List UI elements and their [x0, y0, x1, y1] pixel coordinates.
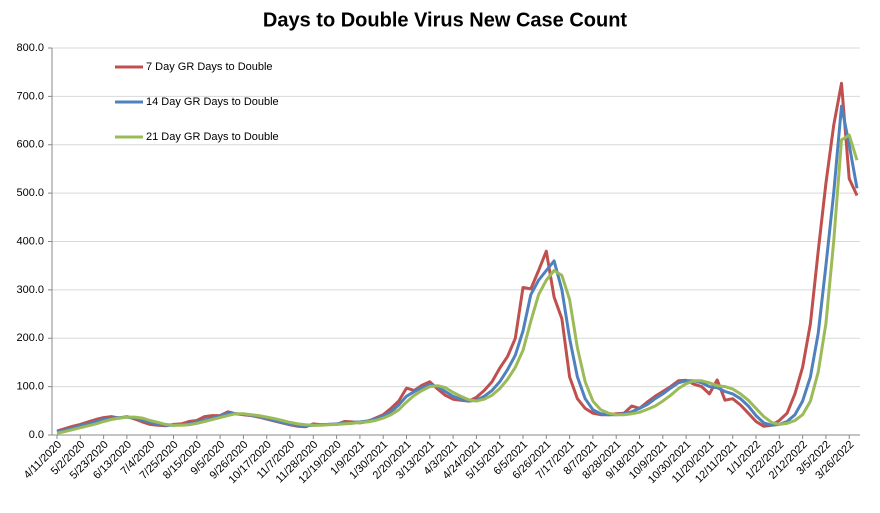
- series-line: [56, 81, 859, 433]
- y-tick-label: 600.0: [16, 139, 44, 151]
- y-tick-label: 400.0: [16, 235, 44, 247]
- legend-label: 21 Day GR Days to Double: [146, 131, 279, 143]
- series-line: [56, 133, 859, 435]
- y-tick-label: 300.0: [16, 284, 44, 296]
- legend-label: 14 Day GR Days to Double: [146, 96, 279, 108]
- y-tick-label: 500.0: [16, 187, 44, 199]
- y-tick-label: 200.0: [16, 332, 44, 344]
- y-tick-label: 100.0: [16, 381, 44, 393]
- chart-title: Days to Double Virus New Case Count: [263, 9, 627, 31]
- y-tick-label: 800.0: [16, 42, 44, 54]
- series-line: [56, 104, 859, 434]
- legend-label: 7 Day GR Days to Double: [146, 61, 273, 73]
- y-tick-label: 0.0: [29, 429, 44, 441]
- y-tick-label: 700.0: [16, 90, 44, 102]
